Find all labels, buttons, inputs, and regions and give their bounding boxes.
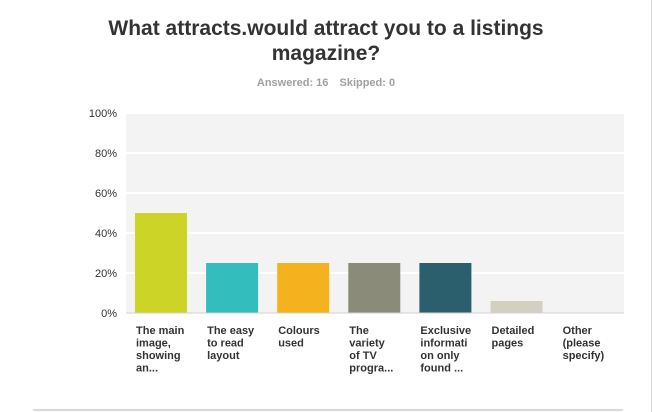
x-category-label: Detailed pages — [492, 325, 535, 350]
bar — [277, 263, 330, 313]
x-category-label: The easy to read layout — [207, 325, 255, 362]
x-category-label: Colours used — [278, 325, 320, 350]
bar — [135, 213, 187, 313]
y-tick-label: 60% — [95, 188, 117, 200]
chart-title: What attracts.would attract you to a lis… — [108, 17, 544, 65]
bottom-divider — [33, 409, 623, 411]
x-category-label: Exclusive informati on only found ... — [420, 325, 471, 375]
bar — [419, 263, 472, 313]
y-tick-label: 20% — [95, 268, 117, 280]
y-tick-label: 100% — [89, 108, 117, 120]
y-tick-label: 40% — [95, 228, 117, 240]
x-category-label: Other (please specify) — [563, 325, 605, 362]
y-tick-label: 80% — [95, 148, 117, 160]
response-summary: Answered: 16 Skipped: 0 — [0, 77, 652, 89]
x-category-label: The main image, showing an... — [136, 325, 185, 375]
y-tick-label: 0% — [101, 308, 117, 320]
x-category-label: The variety of TV progra... — [349, 325, 393, 375]
bar — [348, 263, 401, 313]
bar — [490, 301, 543, 313]
answered-count: Answered: 16 — [256, 77, 329, 89]
skipped-count: Skipped: 0 — [339, 77, 396, 89]
bar — [206, 263, 259, 313]
